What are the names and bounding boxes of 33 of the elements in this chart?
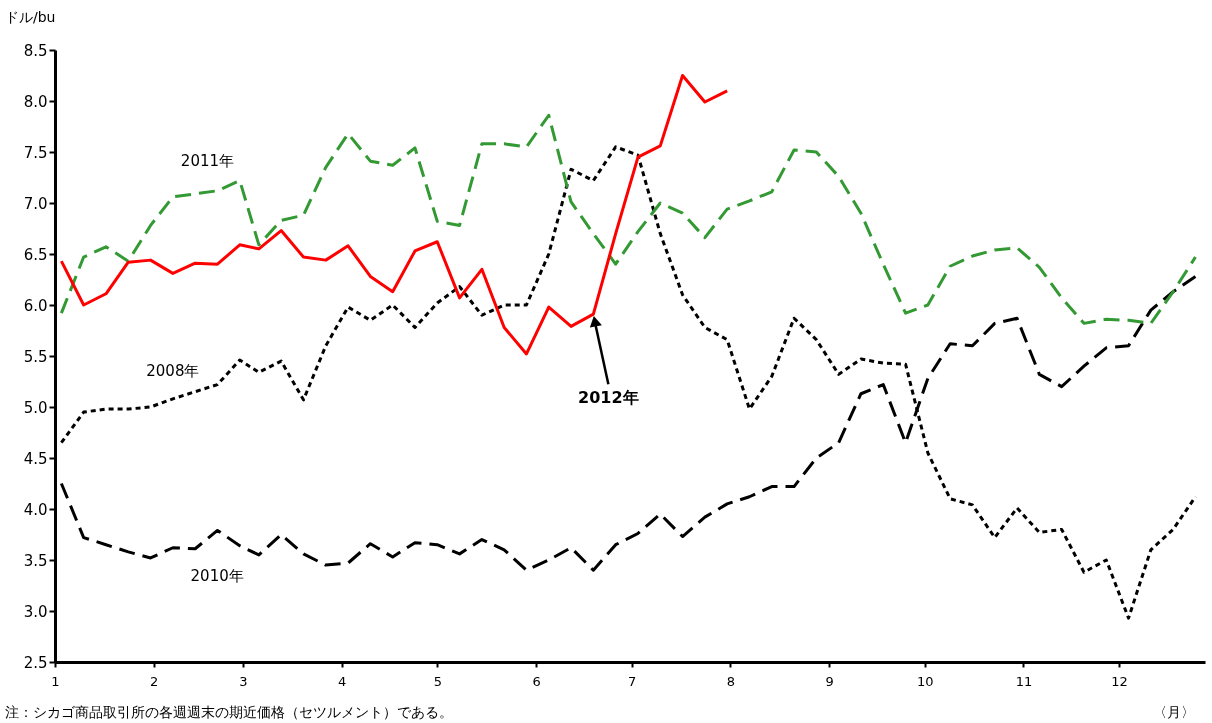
- y-tick-label: 2.5: [23, 653, 48, 672]
- y-tick-label: 3.0: [23, 602, 48, 621]
- x-tick-label: 5: [433, 673, 442, 689]
- y-axis-title: ドル/bu: [5, 9, 56, 25]
- y-tick-label: 4.0: [23, 500, 48, 519]
- y-tick-label: 8.5: [23, 41, 48, 60]
- y-tick-label: 5.5: [23, 347, 48, 366]
- series-label: 2008年: [146, 361, 200, 380]
- text: 注：シカゴ商品取引所の各週週末の期近価格（セツルメント）である。: [5, 704, 453, 720]
- x-tick-label: 7: [627, 673, 637, 689]
- x-tick-label: 3: [239, 673, 248, 689]
- x-tick-label: 10: [916, 673, 934, 689]
- y-tick-label: 7.5: [23, 143, 48, 162]
- text: 2012年: [578, 388, 639, 408]
- x-tick-label: 1: [51, 673, 60, 689]
- x-tick-label: 6: [532, 673, 541, 689]
- y-tick-label: 8.0: [23, 92, 48, 111]
- x-tick-label: 4: [338, 673, 347, 689]
- y-tick-label: 7.0: [23, 194, 48, 213]
- line-series: [59, 74, 729, 356]
- x-axis-title: 〈月〉: [1153, 704, 1195, 720]
- x-tick-label: 2: [150, 673, 159, 689]
- y-tick-label: 3.5: [23, 551, 48, 570]
- y-tick-label: 6.0: [23, 296, 48, 315]
- y-tick-label: 5.0: [23, 398, 48, 417]
- y-tick-label: 6.5: [23, 245, 48, 264]
- series-label: 2011年: [180, 151, 235, 170]
- x-tick-label: 9: [825, 673, 834, 689]
- series-label: 2010年: [190, 566, 244, 585]
- x-tick-label: 11: [1015, 673, 1033, 689]
- x-tick-label: 12: [1111, 673, 1128, 689]
- x-tick-label: 8: [726, 673, 735, 689]
- y-tick-label: 4.5: [23, 449, 48, 468]
